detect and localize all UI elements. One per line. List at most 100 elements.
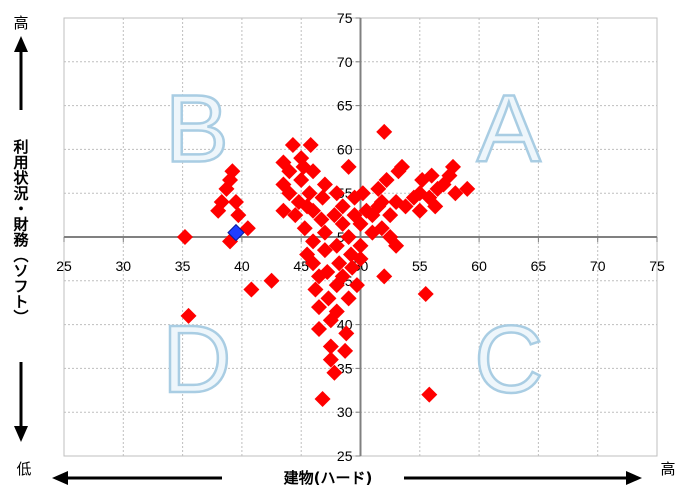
data-point xyxy=(301,185,318,202)
data-point xyxy=(334,198,351,215)
y-axis-title-char: フ xyxy=(13,278,28,296)
data-point xyxy=(334,215,351,232)
x-tick-label: 75 xyxy=(649,258,665,274)
data-point xyxy=(224,163,241,180)
data-point xyxy=(328,185,345,202)
data-point xyxy=(316,176,333,193)
data-point xyxy=(417,285,434,302)
data-point xyxy=(326,207,343,224)
y-high-label: 高 xyxy=(13,14,28,32)
data-point xyxy=(352,215,369,232)
data-point xyxy=(322,351,339,368)
data-point xyxy=(447,185,464,202)
data-point xyxy=(459,180,476,197)
data-point xyxy=(316,242,333,259)
data-point xyxy=(382,207,399,224)
data-point xyxy=(338,325,355,342)
data-point xyxy=(376,268,393,285)
data-point xyxy=(230,207,247,224)
data-point xyxy=(373,193,390,210)
data-point xyxy=(340,290,357,307)
y-axis-title-char: 状 xyxy=(13,169,29,187)
data-point xyxy=(411,202,428,219)
y-axis-title-char: 務 xyxy=(13,231,29,249)
low-label: 低 xyxy=(16,460,31,478)
x-tick-label: 55 xyxy=(412,258,428,274)
quadrant-label-d: D xyxy=(162,306,231,413)
data-point xyxy=(445,158,462,175)
data-point xyxy=(337,342,354,359)
x-tick-label: 60 xyxy=(471,258,487,274)
data-point xyxy=(328,303,345,320)
x-tick-label: 65 xyxy=(531,258,547,274)
x-tick-label: 70 xyxy=(590,258,606,274)
y-tick-label: 75 xyxy=(337,10,353,26)
data-point xyxy=(354,185,371,202)
data-point xyxy=(305,255,322,272)
data-point xyxy=(243,281,260,298)
quadrant-labels: A B C D xyxy=(161,74,545,414)
data-point xyxy=(213,193,230,210)
data-point xyxy=(313,211,330,228)
data-point xyxy=(344,259,361,276)
highlight-point xyxy=(227,223,245,242)
data-point xyxy=(307,281,324,298)
x-left-arrowhead xyxy=(52,471,68,485)
data-point xyxy=(263,272,280,289)
quadrant-label-a: A xyxy=(477,76,541,183)
data-point xyxy=(305,163,322,180)
data-point xyxy=(314,391,331,408)
x-tick-label: 30 xyxy=(116,258,132,274)
y-axis-title-char: ト xyxy=(13,293,28,311)
y-axis-title-char: ・ xyxy=(13,200,28,218)
quadrant-label-c: C xyxy=(474,306,543,413)
quadrant-label-b: B xyxy=(165,76,229,183)
y-axis-title-char: 況 xyxy=(13,185,28,203)
y-axis-title-char: 財 xyxy=(12,216,28,234)
data-point xyxy=(352,250,369,267)
data-point xyxy=(310,320,327,337)
data-point xyxy=(287,207,304,224)
y-axis-title-char: 用 xyxy=(13,154,28,172)
x-high-label: 高 xyxy=(660,460,675,478)
data-point xyxy=(320,290,337,307)
data-point xyxy=(227,193,244,210)
x-tick-label: 35 xyxy=(175,258,191,274)
data-point xyxy=(348,277,365,294)
y-tick-label: 70 xyxy=(337,54,353,70)
data-point xyxy=(423,167,440,184)
x-axis-title: 建物(ハード) xyxy=(284,469,373,486)
y-down-arrowhead xyxy=(14,426,28,442)
y-axis-title-char: ︵ xyxy=(12,247,28,265)
data-point xyxy=(316,224,333,241)
x-tick-label: 45 xyxy=(293,258,309,274)
data-point xyxy=(340,229,357,245)
data-point xyxy=(310,299,327,316)
data-point xyxy=(284,137,301,154)
x-right-arrowhead xyxy=(626,471,642,485)
data-point xyxy=(427,198,444,215)
data-points xyxy=(176,123,476,408)
y-tick-label: 30 xyxy=(337,404,353,420)
data-point xyxy=(373,220,390,237)
data-point xyxy=(176,229,193,245)
data-point xyxy=(340,158,357,175)
y-up-arrowhead xyxy=(14,36,28,52)
data-point xyxy=(397,198,414,215)
y-tick-label: 25 xyxy=(337,448,353,464)
data-point xyxy=(394,158,411,175)
data-point xyxy=(305,202,322,219)
data-point xyxy=(352,237,369,254)
data-point xyxy=(326,364,343,381)
data-point xyxy=(281,185,298,202)
data-point xyxy=(180,307,197,324)
data-point xyxy=(370,180,387,197)
data-point xyxy=(378,172,395,189)
data-point xyxy=(322,338,339,355)
data-point xyxy=(334,268,351,285)
y-axis-title-char: ︶ xyxy=(12,309,28,327)
data-point xyxy=(305,233,322,250)
